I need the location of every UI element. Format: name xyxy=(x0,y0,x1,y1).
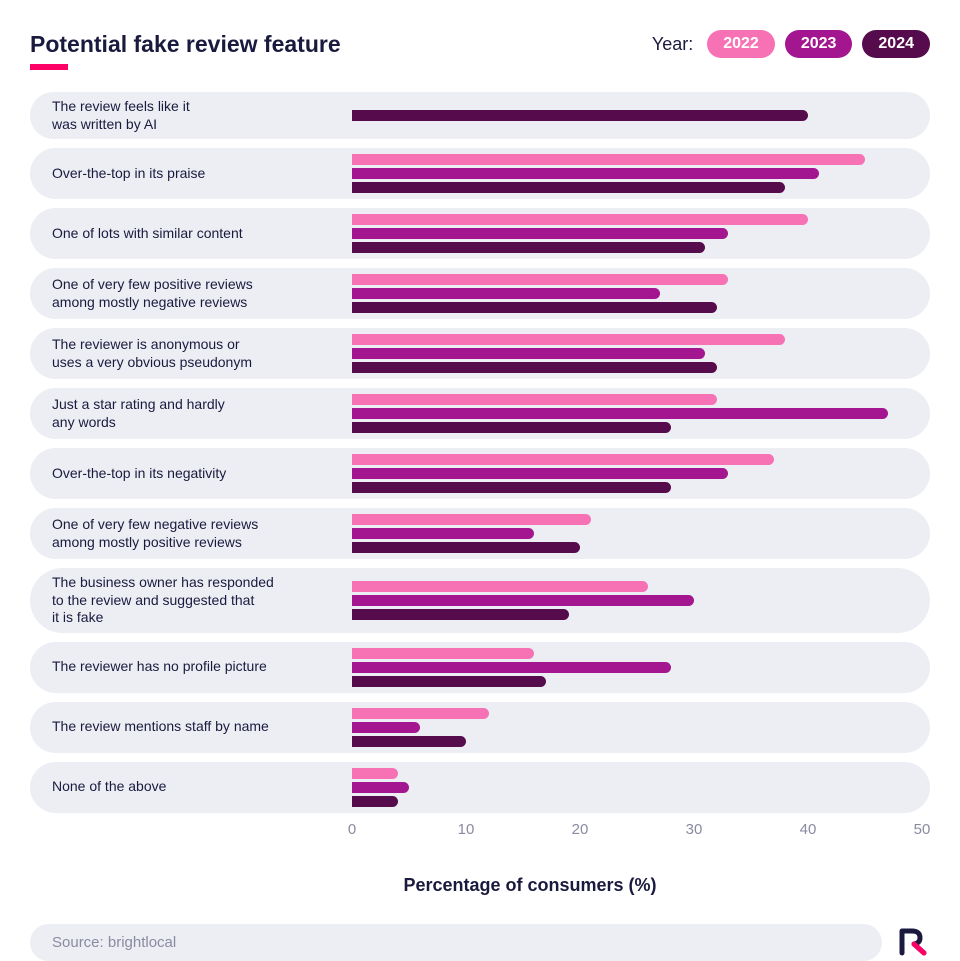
bar xyxy=(352,408,888,419)
bar xyxy=(352,528,534,539)
row-bars xyxy=(352,98,922,133)
row-label: Just a star rating and hardly any words xyxy=(52,394,352,433)
bar xyxy=(352,348,705,359)
legend-pill-2023: 2023 xyxy=(785,30,853,58)
row-bars xyxy=(352,454,922,493)
chart-row: One of very few positive reviews among m… xyxy=(30,268,930,319)
row-bars xyxy=(352,154,922,193)
bar xyxy=(352,662,671,673)
row-bars xyxy=(352,514,922,553)
bar xyxy=(352,274,728,285)
row-label: One of very few negative reviews among m… xyxy=(52,514,352,553)
chart-rows: The review feels like it was written by … xyxy=(30,92,930,813)
bar xyxy=(352,648,534,659)
bar xyxy=(352,768,398,779)
row-label: The reviewer has no profile picture xyxy=(52,648,352,687)
bar xyxy=(352,394,717,405)
row-label: None of the above xyxy=(52,768,352,807)
bar xyxy=(352,454,774,465)
bar xyxy=(352,468,728,479)
bar xyxy=(352,722,420,733)
bar xyxy=(352,168,819,179)
chart-row: Just a star rating and hardly any words xyxy=(30,388,930,439)
row-bars xyxy=(352,214,922,253)
source-text: Source: brightlocal xyxy=(30,924,882,961)
bar xyxy=(352,214,808,225)
row-bars xyxy=(352,708,922,747)
chart-row: One of very few negative reviews among m… xyxy=(30,508,930,559)
row-bars xyxy=(352,574,922,627)
row-bars xyxy=(352,334,922,373)
chart-row: The reviewer is anonymous or uses a very… xyxy=(30,328,930,379)
x-tick: 0 xyxy=(348,821,356,838)
bar xyxy=(352,334,785,345)
row-label: The review feels like it was written by … xyxy=(52,98,352,133)
bar xyxy=(352,595,694,606)
x-axis-label: Percentage of consumers (%) xyxy=(130,875,930,896)
chart-header: Potential fake review feature Year: 2022… xyxy=(30,30,930,58)
row-bars xyxy=(352,394,922,433)
row-label: The reviewer is anonymous or uses a very… xyxy=(52,334,352,373)
bar xyxy=(352,154,865,165)
accent-underline xyxy=(30,64,68,70)
legend-pill-2022: 2022 xyxy=(707,30,775,58)
x-tick: 50 xyxy=(914,821,931,838)
chart-row: The business owner has responded to the … xyxy=(30,568,930,633)
bar xyxy=(352,514,591,525)
chart-row: Over-the-top in its negativity xyxy=(30,448,930,499)
chart-row: The review mentions staff by name xyxy=(30,702,930,753)
x-axis: 01020304050 xyxy=(352,821,922,857)
legend-label: Year: xyxy=(652,34,693,55)
chart-row: The review feels like it was written by … xyxy=(30,92,930,139)
x-tick: 10 xyxy=(458,821,475,838)
bar xyxy=(352,736,466,747)
bar xyxy=(352,182,785,193)
x-tick: 30 xyxy=(686,821,703,838)
row-label: The business owner has responded to the … xyxy=(52,574,352,627)
bar xyxy=(352,676,546,687)
row-label: Over-the-top in its negativity xyxy=(52,454,352,493)
bar xyxy=(352,422,671,433)
row-bars xyxy=(352,274,922,313)
bar xyxy=(352,609,569,620)
bar xyxy=(352,362,717,373)
bar xyxy=(352,110,808,121)
chart-row: The reviewer has no profile picture xyxy=(30,642,930,693)
legend-pill-2024: 2024 xyxy=(862,30,930,58)
bar xyxy=(352,542,580,553)
chart-title: Potential fake review feature xyxy=(30,31,341,58)
chart-row: Over-the-top in its praise xyxy=(30,148,930,199)
row-label: The review mentions staff by name xyxy=(52,708,352,747)
bar xyxy=(352,708,489,719)
bar xyxy=(352,482,671,493)
row-bars xyxy=(352,768,922,807)
row-label: One of lots with similar content xyxy=(52,214,352,253)
bar xyxy=(352,782,409,793)
x-tick: 40 xyxy=(800,821,817,838)
chart-area: The review feels like it was written by … xyxy=(30,92,930,896)
chart-row: One of lots with similar content xyxy=(30,208,930,259)
bar xyxy=(352,288,660,299)
chart-row: None of the above xyxy=(30,762,930,813)
x-tick: 20 xyxy=(572,821,589,838)
bar xyxy=(352,242,705,253)
bar xyxy=(352,796,398,807)
row-label: Over-the-top in its praise xyxy=(52,154,352,193)
row-label: One of very few positive reviews among m… xyxy=(52,274,352,313)
row-bars xyxy=(352,648,922,687)
brand-logo-icon xyxy=(896,925,930,959)
bar xyxy=(352,302,717,313)
bar xyxy=(352,228,728,239)
footer: Source: brightlocal xyxy=(30,924,930,961)
bar xyxy=(352,581,648,592)
legend: Year: 2022 2023 2024 xyxy=(652,30,930,58)
